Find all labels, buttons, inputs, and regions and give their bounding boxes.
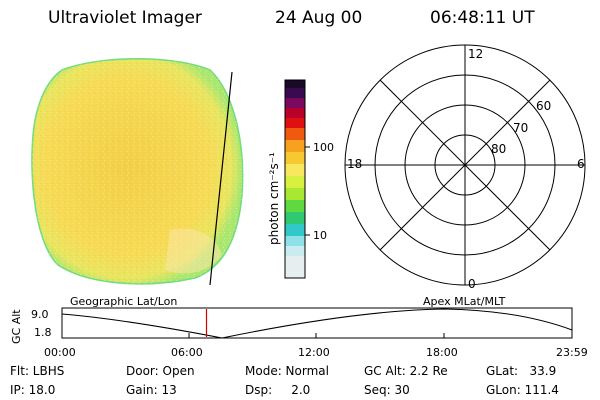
instrument-title: Ultraviolet Imager [48,8,202,28]
lat-label-80: 80 [491,142,506,156]
timeline-xticks [61,333,573,338]
date-label: 24 Aug 00 [275,8,363,28]
timeline-xtick-0000: 00:00 [44,346,76,359]
timeline-xtick-1800: 18:00 [426,346,458,359]
timeline-xtick-1200: 12:00 [298,346,330,359]
ip-info: IP: 18.0 [10,383,56,397]
earth-disk-image [31,58,244,286]
dsp-info: Dsp: 2.0 [245,383,311,397]
timeline-right-title: Apex MLat/MLT [423,295,506,308]
terminator-line [209,71,233,286]
time-label: 06:48:11 UT [430,8,535,28]
colorbar-label: photon cm⁻²s⁻¹ [267,152,281,245]
timeline-ytick-high: 9.0 [31,308,49,321]
seq-info: Seq: 30 [364,383,410,397]
timeline-ylabel: GC Alt [10,309,23,344]
mlt-label-12: 12 [468,47,483,61]
timeline-xtick-2359: 23:59 [556,346,588,359]
filter-info: Flt: LBHS [10,364,65,378]
mode-info: Mode: Normal [245,364,329,378]
glon-info: GLon: 111.4 [486,383,559,397]
door-info: Door: Open [126,364,195,378]
colorbar-tick-10: 10 [313,229,327,242]
timeline-ytick-low: 1.8 [34,326,52,339]
timeline-xtick-0600: 06:00 [171,346,203,359]
lat-label-60: 60 [536,99,551,113]
altitude-curve [61,308,573,339]
polar-grid [344,44,586,286]
lat-label-70: 70 [513,121,528,135]
colorbar-tick-100: 100 [313,141,334,154]
glat-info: GLat: 33.9 [486,364,557,378]
timeline-frame [61,307,573,339]
mlt-label-18: 18 [347,157,362,171]
gc-alt-info: GC Alt: 2.2 Re [364,364,448,378]
mlt-label-0: 0 [468,277,476,291]
timeline-left-title: Geographic Lat/Lon [70,295,177,308]
gain-info: Gain: 13 [126,383,177,397]
color-bar [284,79,310,279]
mlt-label-6: 6 [577,157,585,171]
